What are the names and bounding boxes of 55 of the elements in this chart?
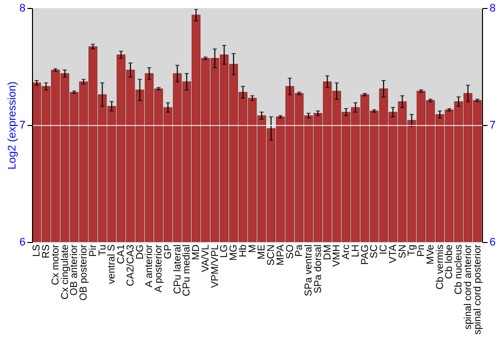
x-tick-label: SPa ventral <box>304 244 315 296</box>
x-tick-label: ME <box>256 244 268 260</box>
x-tick-label: IC <box>378 244 390 254</box>
x-tick-label: SC <box>369 244 380 258</box>
x-tick-label: OB posterior <box>78 244 90 301</box>
x-tick-label: MPA <box>275 244 286 266</box>
x-tick-label: spinal cord posterior <box>472 244 484 335</box>
x-tick-label: GP <box>162 244 174 259</box>
x-tick-label: SCN <box>266 244 278 266</box>
x-tick-label: MD <box>191 244 202 260</box>
x-tick-label: SPa dorsal <box>312 244 324 294</box>
x-tick-label: MG <box>228 244 240 261</box>
x-tick-label: CA1 <box>116 244 128 264</box>
y2-tick-label: 6 <box>490 236 496 248</box>
x-tick-label: RS <box>41 244 52 258</box>
x-tick-label: MVe <box>425 244 436 265</box>
x-tick-label: SN <box>397 244 408 258</box>
x-tick-label: VPM/VPL <box>210 244 221 288</box>
x-tick-label: Cb nucleus <box>454 244 465 295</box>
x-tick-label: Arc <box>341 244 352 260</box>
x-tick-label: A posterior <box>154 244 165 292</box>
x-tick-label: Cb vermis <box>434 244 446 290</box>
y-tick-label: 8 <box>19 2 26 14</box>
x-tick-label: Tu <box>97 244 108 256</box>
x-tick-label: DM <box>322 244 334 260</box>
x-tick-label: A anterior <box>144 244 156 288</box>
y2-tick-label: 7 <box>490 120 496 132</box>
x-tick-label: PAG <box>360 244 371 265</box>
x-tick-label: Tg <box>406 244 418 256</box>
x-tick-label: DG <box>134 244 146 260</box>
x-tick-label: Pa <box>294 244 306 257</box>
x-tick-label: VTA <box>388 244 399 264</box>
y-tick-label: 7 <box>19 120 26 132</box>
x-tick-label: OB anterior <box>69 244 80 296</box>
x-tick-label: Cb lobe <box>444 244 456 279</box>
x-tick-label: VMH <box>332 244 343 267</box>
y2-tick-label: 8 <box>490 2 496 14</box>
x-tick-label: Cx motor <box>50 244 62 286</box>
x-tick-label: LH <box>350 244 362 258</box>
x-tick-label: M <box>247 244 258 253</box>
x-tick-label: CPu medial <box>182 244 193 296</box>
x-tick-label: Pir <box>88 244 99 257</box>
x-tick-label: ventral S <box>106 244 118 284</box>
x-tick-label: CPu lateral <box>172 244 184 294</box>
x-tick-label: LS <box>32 244 43 257</box>
x-tick-label: VA/VL <box>200 244 212 272</box>
x-tick-label: Cx cingulate <box>60 244 71 300</box>
x-tick-label: Hb <box>238 244 249 258</box>
x-tick-label: Pn <box>416 244 428 257</box>
x-tick-label: spinal cord anterior <box>462 244 474 330</box>
x-tick-label: CA2/CA3 <box>125 244 136 286</box>
y-axis-title: Log2 (expression) <box>6 81 18 170</box>
y-tick-label: 6 <box>19 236 26 248</box>
x-tick-label: LG <box>219 244 230 258</box>
x-tick-label: SO <box>284 244 296 259</box>
